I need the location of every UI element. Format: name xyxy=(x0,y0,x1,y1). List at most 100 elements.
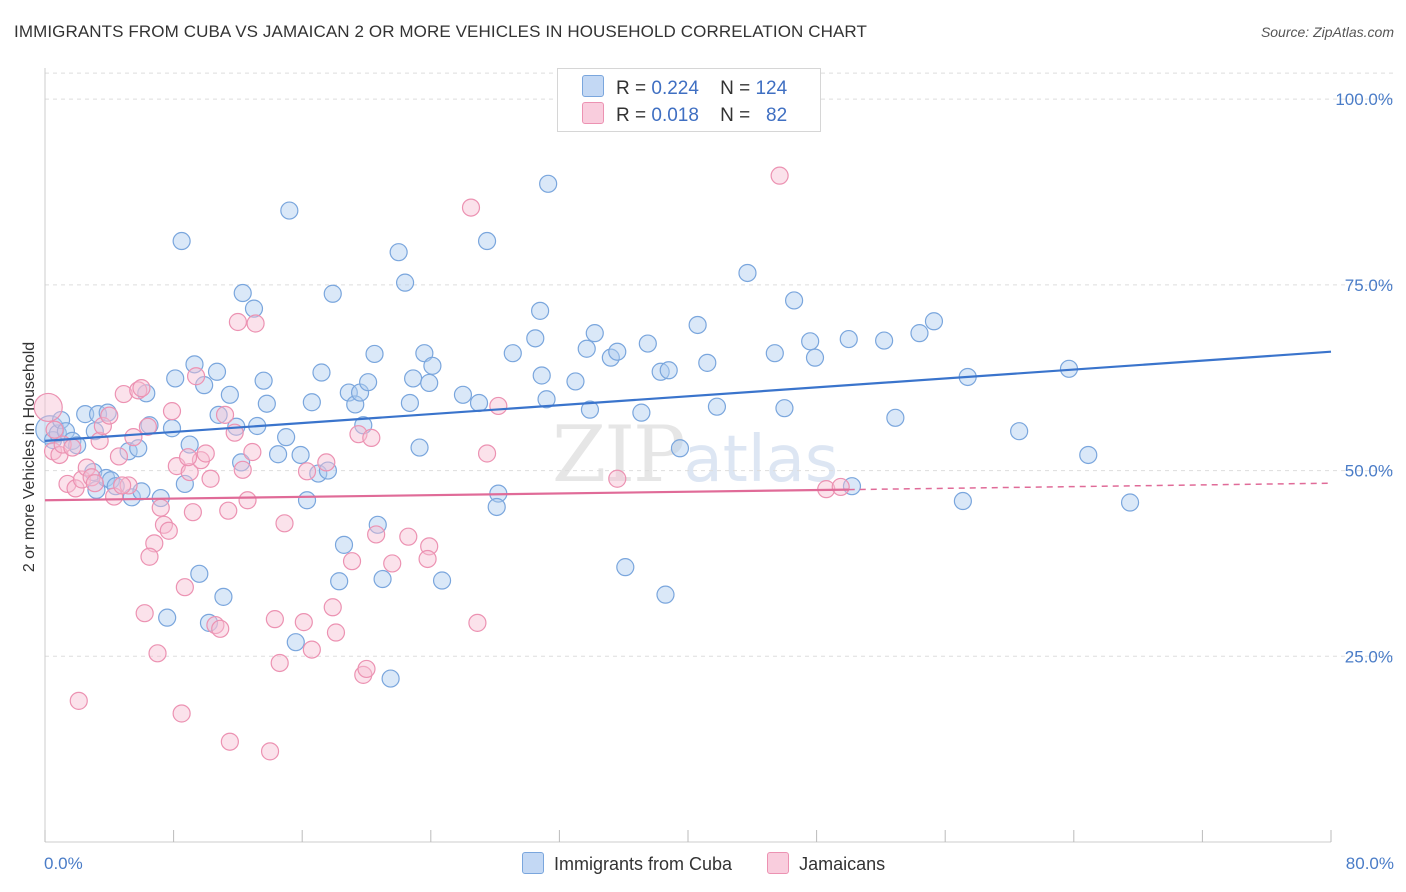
cuba-point xyxy=(207,362,227,381)
cuba-point xyxy=(585,324,604,343)
cuba-point xyxy=(707,397,727,416)
cuba-point xyxy=(312,363,331,382)
jamaican-point xyxy=(93,416,112,436)
cuba-point xyxy=(487,497,506,517)
jamaican-point xyxy=(154,515,174,534)
cuba-point xyxy=(76,405,95,424)
cuba-point xyxy=(122,488,141,507)
jamaican-point xyxy=(317,453,336,472)
cuba-point xyxy=(656,585,675,604)
cuba-point xyxy=(566,372,585,391)
jamaican-point xyxy=(113,476,132,495)
cuba-point xyxy=(775,399,794,418)
cuba-point xyxy=(244,299,264,318)
cuba-point xyxy=(539,174,558,193)
axis-labels: 25.0% 50.0% 75.0% 100.0% 0.0% 80.0% 2 or more … xyxy=(21,90,1394,873)
legend-item-cuba: Immigrants from Cuba xyxy=(522,852,732,875)
y-tick-label: 50.0% xyxy=(1345,462,1393,481)
cuba-point xyxy=(580,400,600,419)
jamaican-point xyxy=(243,442,262,462)
legend-row-cuba: R = 0.224 N = 124 xyxy=(582,75,787,99)
jamaican-point xyxy=(831,477,850,497)
cuba-point xyxy=(632,403,651,422)
chart-title: IMMIGRANTS FROM CUBA VS JAMAICAN 2 OR MO… xyxy=(14,22,867,41)
cuba-point xyxy=(924,312,944,331)
jamaican-point xyxy=(178,448,198,467)
cuba-point xyxy=(297,491,317,510)
legend-label-cuba: Immigrants from Cuba xyxy=(554,854,733,874)
jamaican-point xyxy=(148,644,167,663)
cuba-point xyxy=(286,633,305,652)
cuba-point xyxy=(839,329,858,349)
jamaican-point xyxy=(196,444,215,463)
jamaican-point xyxy=(145,534,164,553)
jamaican-point xyxy=(85,474,104,493)
jamaican-point xyxy=(124,428,143,447)
watermark: ZIPatlas xyxy=(552,410,838,500)
cuba-point xyxy=(616,558,635,577)
jamaican-point xyxy=(172,704,191,723)
cuba-point xyxy=(698,353,717,372)
legend-item-jamaicans: Jamaicans xyxy=(767,852,885,875)
cuba-point xyxy=(886,408,905,427)
cuba-point xyxy=(400,393,420,413)
jamaican-point xyxy=(63,438,82,457)
jamaican-point xyxy=(109,447,129,466)
cuba-point xyxy=(395,273,415,292)
cuba-point xyxy=(346,395,365,414)
legend-swatch-cuba xyxy=(582,75,604,97)
cuba-point xyxy=(875,331,894,350)
jamaican-point xyxy=(175,578,194,597)
cuba-point xyxy=(738,263,757,283)
cuba-point xyxy=(233,283,252,303)
jamaican-point xyxy=(489,396,508,416)
jamaican-point xyxy=(77,458,96,477)
jamaican-point xyxy=(265,610,284,629)
legend-r-label: R = xyxy=(616,78,647,99)
jamaican-trend-line xyxy=(44,488,849,502)
cuba-point xyxy=(334,535,354,554)
jamaican-point xyxy=(100,406,119,425)
legend-n-label: N = xyxy=(720,105,751,126)
data-points xyxy=(33,166,1140,761)
legend-swatch-jamaicans xyxy=(582,102,604,124)
jamaican-point xyxy=(275,514,294,533)
source-label: Source: ZipAtlas.com xyxy=(1260,24,1394,40)
cuba-point xyxy=(323,284,342,303)
legend-r-value-jamaicans: 0.018 xyxy=(651,105,699,126)
legend-n-label: N = xyxy=(720,78,751,99)
cuba-point xyxy=(638,334,657,353)
cuba-trend-line xyxy=(44,350,1332,442)
legend-n-value-jamaicans: 82 xyxy=(766,105,788,126)
cuba-point xyxy=(373,569,392,589)
cuba-point xyxy=(175,474,194,494)
cuba-point xyxy=(214,587,233,606)
cuba-point xyxy=(577,339,596,358)
jamaican-point xyxy=(162,402,182,421)
cuba-point xyxy=(1010,422,1029,441)
jamaican-point xyxy=(294,613,313,632)
cuba-point xyxy=(526,329,545,348)
legend-r-label: R = xyxy=(616,105,647,126)
cuba-point xyxy=(277,428,296,447)
cuba-point xyxy=(453,385,473,404)
jamaican-point xyxy=(362,428,381,447)
cuba-point xyxy=(166,369,185,388)
cuba-point xyxy=(688,315,707,335)
jamaican-point xyxy=(183,503,202,522)
cuba-point xyxy=(381,669,400,688)
jamaican-point xyxy=(468,613,487,632)
y-axis-label: 2 or more Vehicles in Household xyxy=(21,342,38,572)
jamaican-point xyxy=(90,431,109,450)
cuba-point xyxy=(172,231,191,251)
jamaican-point xyxy=(114,384,133,404)
jamaican-point xyxy=(135,604,154,623)
jamaican-point xyxy=(246,314,265,333)
cuba-point xyxy=(532,366,551,385)
y-tick-label: 75.0% xyxy=(1345,276,1393,295)
cuba-point xyxy=(190,564,209,583)
legend-swatch-jamaicans xyxy=(767,852,790,874)
cuba-point xyxy=(254,371,273,390)
jamaican-point xyxy=(180,462,199,482)
jamaican-point xyxy=(357,659,376,679)
